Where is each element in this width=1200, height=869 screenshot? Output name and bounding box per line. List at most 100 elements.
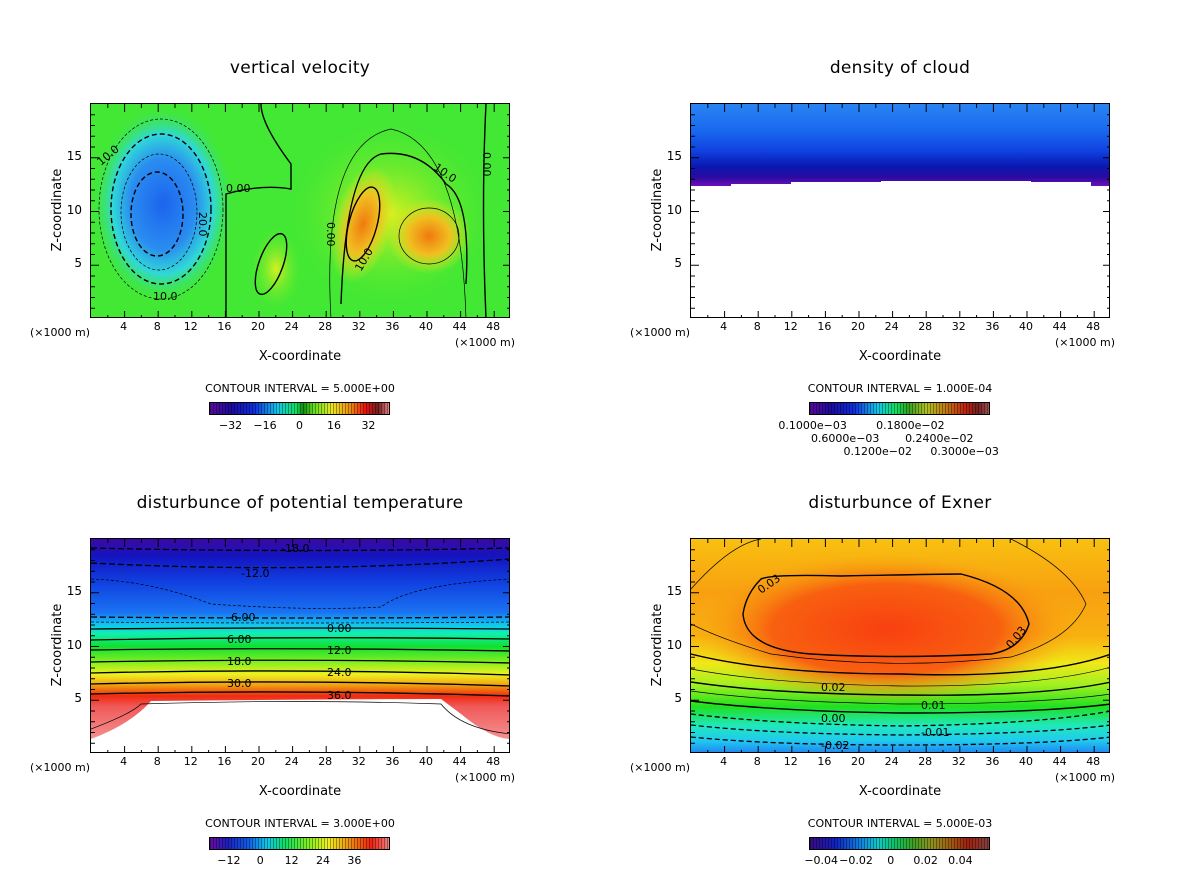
plot-area: -18.0 -12.0 -6.00 0.00 6.00 12.0 18.0 24… bbox=[90, 538, 510, 753]
x-tick-label: 36 bbox=[385, 320, 400, 333]
x-tick-label: 36 bbox=[985, 755, 1000, 768]
x-tick-label: 16 bbox=[817, 320, 832, 333]
chart-title: density of cloud bbox=[829, 58, 971, 78]
x-tick-label: 48 bbox=[1086, 320, 1101, 333]
colorbar-tick-label: 0 bbox=[256, 854, 264, 867]
x-unit-label-left: (×1000 m) bbox=[630, 761, 691, 774]
x-tick-label: 32 bbox=[951, 320, 966, 333]
y-axis-label: Z-coordinate bbox=[650, 168, 665, 252]
y-tick-label: 15 bbox=[666, 583, 682, 598]
y-tick-label: 10 bbox=[66, 637, 82, 652]
y-tick-label: 5 bbox=[74, 256, 82, 271]
x-tick-label: 40 bbox=[419, 755, 433, 768]
x-tick-label: 12 bbox=[783, 755, 798, 768]
colorbar-tick-label: 0.6000e−03 bbox=[810, 432, 880, 445]
y-tick-label: 15 bbox=[66, 148, 82, 163]
colorbar-stripes bbox=[810, 403, 989, 414]
y-tick-label: 10 bbox=[666, 202, 682, 217]
y-tick-label: 15 bbox=[66, 583, 82, 598]
colorbar-tick-label: 0.3000e−03 bbox=[930, 445, 999, 458]
colorbar-tick-label: −12 bbox=[217, 854, 241, 867]
contour-label: 12.0 bbox=[327, 644, 352, 657]
chart-title: disturbunce of Exner bbox=[808, 493, 992, 513]
contour-label: 0.00 bbox=[480, 152, 493, 177]
x-unit-label-right: (×1000 m) bbox=[1055, 771, 1116, 784]
x-tick-label: 4 bbox=[720, 755, 728, 768]
plot-area bbox=[690, 103, 1110, 318]
colorbar bbox=[209, 837, 390, 850]
x-tick-label: 4 bbox=[120, 755, 128, 768]
x-tick-label: 16 bbox=[217, 320, 232, 333]
contour-field: -18.0 -12.0 -6.00 0.00 6.00 12.0 18.0 24… bbox=[91, 539, 509, 752]
x-tick-label: 28 bbox=[318, 755, 333, 768]
contour-label: 0.00 bbox=[327, 622, 352, 635]
x-tick-label: 32 bbox=[351, 755, 366, 768]
x-tick-label: 8 bbox=[753, 755, 761, 768]
contour-label: -18.0 bbox=[281, 542, 309, 555]
x-axis-label: X-coordinate bbox=[858, 784, 942, 799]
colorbar-tick-label: 0 bbox=[887, 854, 895, 867]
y-axis-label: Z-coordinate bbox=[50, 603, 65, 687]
x-tick-label: 16 bbox=[817, 755, 832, 768]
colorbar-tick-label: −0.02 bbox=[839, 854, 873, 867]
x-unit-label-right: (×1000 m) bbox=[455, 771, 516, 784]
colorbar-tick-label: 0 bbox=[296, 419, 303, 432]
contour-labels: -18.0 -12.0 -6.00 0.00 6.00 12.0 18.0 24… bbox=[227, 542, 352, 702]
x-tick-label: 28 bbox=[918, 755, 933, 768]
x-tick-label: 44 bbox=[1052, 320, 1067, 333]
colorbar-stripes bbox=[810, 838, 989, 849]
contour-label: -0.01 bbox=[921, 726, 949, 739]
x-tick-label: 48 bbox=[1086, 755, 1101, 768]
x-tick-label: 24 bbox=[284, 320, 299, 333]
x-unit-label-right: (×1000 m) bbox=[455, 336, 516, 349]
contour-label: 0.00 bbox=[324, 222, 337, 247]
x-tick-label: 24 bbox=[884, 755, 899, 768]
y-tick-label: 5 bbox=[674, 691, 682, 706]
x-tick-label: 16 bbox=[217, 755, 232, 768]
contour-interval-label: CONTOUR INTERVAL = 5.000E+00 bbox=[205, 382, 395, 395]
contour-label: 6.00 bbox=[227, 633, 252, 646]
colorbar-tick-label: 0.02 bbox=[913, 854, 938, 867]
contour-field bbox=[691, 104, 1109, 317]
colorbar bbox=[809, 402, 990, 415]
contour-label: 20.0 bbox=[196, 212, 209, 237]
colorbar-tick-label: −16 bbox=[253, 419, 277, 432]
contour-label: -12.0 bbox=[241, 567, 269, 580]
x-tick-label: 20 bbox=[851, 755, 865, 768]
colorbar-tick-label: 0.2400e−02 bbox=[905, 432, 974, 445]
x-tick-label: 40 bbox=[1019, 755, 1033, 768]
contour-interval-label: CONTOUR INTERVAL = 5.000E-03 bbox=[807, 817, 993, 830]
x-tick-label: 20 bbox=[251, 320, 265, 333]
x-tick-label: 12 bbox=[783, 320, 798, 333]
y-tick-label: 5 bbox=[674, 256, 682, 271]
x-tick-label: 8 bbox=[153, 320, 161, 333]
x-tick-label: 28 bbox=[918, 320, 933, 333]
panel-potential-temperature: disturbunce of potential temperature bbox=[0, 435, 600, 869]
plot-area: 10.0 20.0 10.0 0.00 0.00 10.0 10.0 0.00 bbox=[90, 103, 510, 318]
x-tick-label: 4 bbox=[120, 320, 128, 333]
contour-label: 0.00 bbox=[821, 712, 846, 725]
y-tick-label: 10 bbox=[666, 637, 682, 652]
contour-label: 0.02 bbox=[821, 681, 846, 694]
x-unit-label-left: (×1000 m) bbox=[30, 761, 91, 774]
colorbar bbox=[809, 837, 990, 850]
x-tick-label: 44 bbox=[1052, 755, 1067, 768]
colorbar-tick-label: 36 bbox=[347, 854, 362, 867]
colorbar-tick-label: −0.04 bbox=[804, 854, 839, 867]
plot-area: 0.03 0.03 0.02 0.01 0.00 -0.01 -0.02 bbox=[690, 538, 1110, 753]
chart-title: vertical velocity bbox=[229, 58, 371, 78]
x-tick-label: 40 bbox=[1019, 320, 1033, 333]
x-tick-label: 32 bbox=[951, 755, 966, 768]
x-tick-label: 40 bbox=[419, 320, 433, 333]
panel-density-of-cloud: density of cloud 4 8 12 16 20 24 28 32 36 40 44 48 5… bbox=[600, 0, 1200, 458]
x-axis-label: X-coordinate bbox=[258, 349, 342, 364]
x-unit-label-left: (×1000 m) bbox=[30, 326, 91, 339]
colorbar-tick-label: 0.1800e−02 bbox=[876, 419, 945, 432]
x-tick-label: 48 bbox=[486, 755, 501, 768]
y-axis-label: Z-coordinate bbox=[50, 168, 65, 252]
contour-label: 18.0 bbox=[227, 655, 252, 668]
x-tick-label: 12 bbox=[183, 320, 198, 333]
contour-field: 10.0 20.0 10.0 0.00 0.00 10.0 10.0 0.00 bbox=[91, 104, 509, 317]
x-unit-label-right: (×1000 m) bbox=[1055, 336, 1116, 349]
x-tick-label: 36 bbox=[985, 320, 1000, 333]
